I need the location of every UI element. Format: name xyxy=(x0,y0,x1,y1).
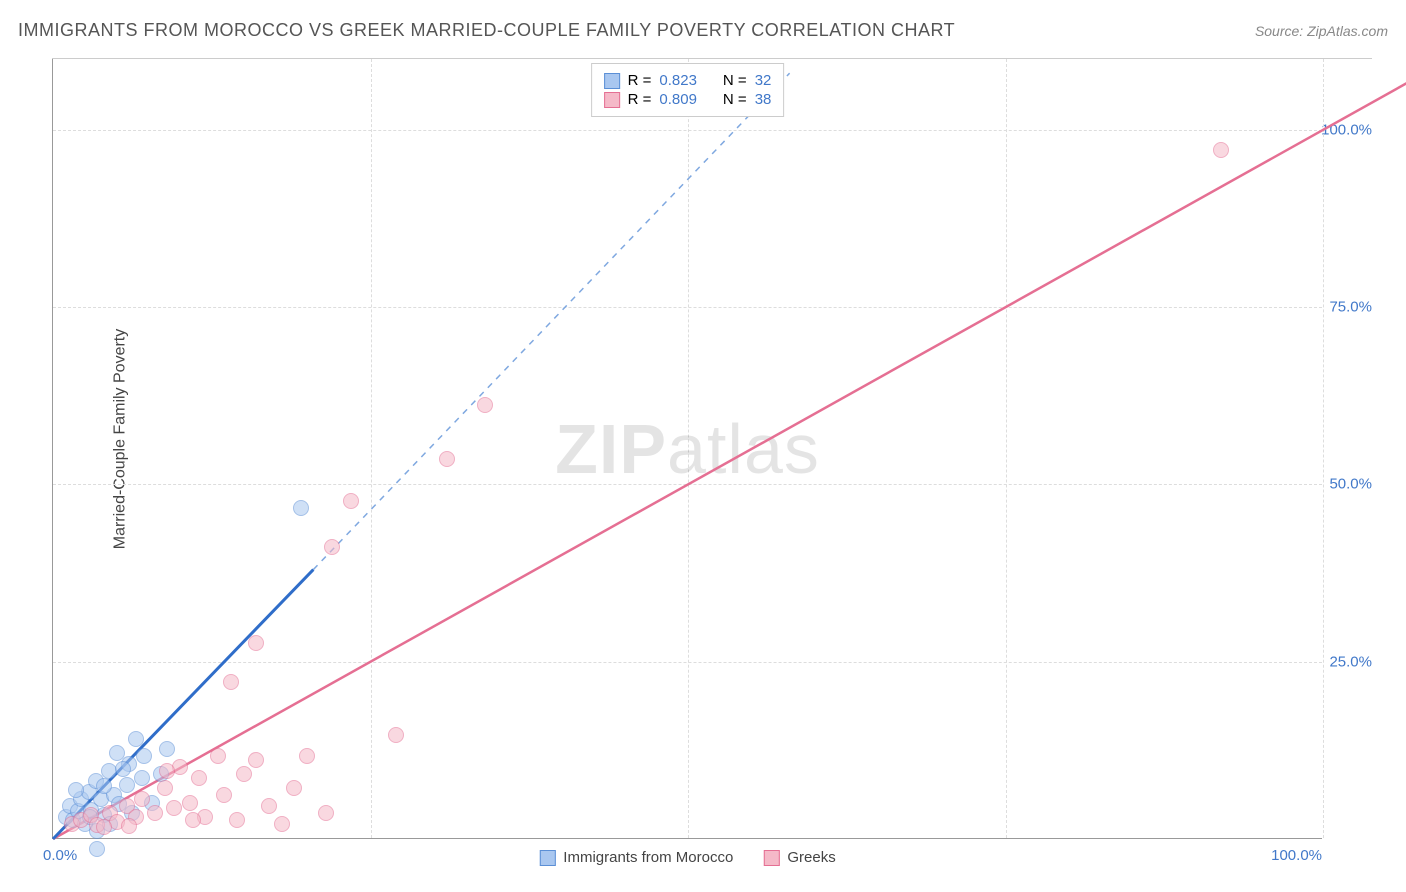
data-point xyxy=(477,397,493,413)
series-legend: Immigrants from Morocco Greeks xyxy=(539,849,835,866)
legend-label: Immigrants from Morocco xyxy=(563,849,733,866)
data-point xyxy=(147,805,163,821)
data-point xyxy=(119,777,135,793)
data-point xyxy=(343,493,359,509)
data-point xyxy=(159,763,175,779)
data-point xyxy=(136,748,152,764)
trend-lines-svg xyxy=(53,59,1322,838)
data-point xyxy=(128,731,144,747)
data-point xyxy=(159,741,175,757)
legend-label: Greeks xyxy=(787,849,835,866)
n-value-1: 32 xyxy=(755,72,772,89)
swatch-icon xyxy=(539,850,555,866)
r-label: R = xyxy=(628,91,652,108)
n-label: N = xyxy=(723,72,747,89)
data-point xyxy=(274,816,290,832)
x-tick-min: 0.0% xyxy=(43,847,77,864)
correlation-legend: R = 0.823 N = 32 R = 0.809 N = 38 xyxy=(591,63,785,117)
data-point xyxy=(388,727,404,743)
data-point xyxy=(318,805,334,821)
data-point xyxy=(68,782,84,798)
data-point xyxy=(299,748,315,764)
data-point xyxy=(134,770,150,786)
data-point xyxy=(229,812,245,828)
gridline-v xyxy=(1323,59,1324,838)
data-point xyxy=(248,635,264,651)
data-point xyxy=(134,791,150,807)
swatch-series-1 xyxy=(604,73,620,89)
data-point xyxy=(216,787,232,803)
data-point xyxy=(191,770,207,786)
legend-item-1: Immigrants from Morocco xyxy=(539,849,733,866)
data-point xyxy=(293,500,309,516)
n-label: N = xyxy=(723,91,747,108)
x-tick-max: 100.0% xyxy=(1271,847,1322,864)
data-point xyxy=(324,539,340,555)
legend-row-series-1: R = 0.823 N = 32 xyxy=(604,72,772,89)
data-point xyxy=(166,800,182,816)
chart-header: IMMIGRANTS FROM MOROCCO VS GREEK MARRIED… xyxy=(18,20,1388,41)
r-label: R = xyxy=(628,72,652,89)
data-point xyxy=(89,841,105,857)
data-point xyxy=(157,780,173,796)
source-label: Source: ZipAtlas.com xyxy=(1255,23,1388,39)
data-point xyxy=(121,818,137,834)
data-point xyxy=(248,752,264,768)
chart-area: ZIPatlas R = 0.823 N = 32 R = 0.809 N = … xyxy=(52,58,1372,838)
data-point xyxy=(1213,142,1229,158)
legend-item-2: Greeks xyxy=(763,849,835,866)
chart-title: IMMIGRANTS FROM MOROCCO VS GREEK MARRIED… xyxy=(18,20,955,41)
data-point xyxy=(261,798,277,814)
plot-region: ZIPatlas R = 0.823 N = 32 R = 0.809 N = … xyxy=(52,59,1322,839)
swatch-icon xyxy=(763,850,779,866)
data-point xyxy=(223,674,239,690)
swatch-series-2 xyxy=(604,92,620,108)
data-point xyxy=(185,812,201,828)
data-point xyxy=(210,748,226,764)
legend-row-series-2: R = 0.809 N = 38 xyxy=(604,91,772,108)
n-value-2: 38 xyxy=(755,91,772,108)
data-point xyxy=(236,766,252,782)
data-point xyxy=(115,761,131,777)
data-point xyxy=(182,795,198,811)
data-point xyxy=(96,819,112,835)
data-point xyxy=(286,780,302,796)
r-value-2: 0.809 xyxy=(659,91,697,108)
data-point xyxy=(96,778,112,794)
data-point xyxy=(439,451,455,467)
r-value-1: 0.823 xyxy=(659,72,697,89)
